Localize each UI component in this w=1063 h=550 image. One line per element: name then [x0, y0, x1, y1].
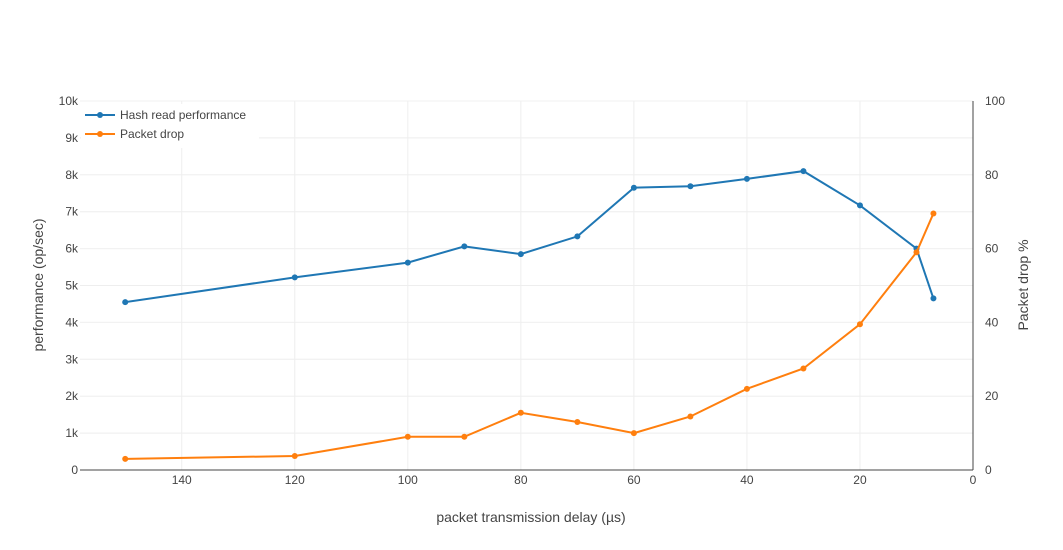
data-point [461, 433, 468, 440]
left-y-tick-label: 9k [65, 131, 79, 145]
data-point [743, 385, 750, 392]
data-point [687, 183, 694, 190]
data-point [800, 168, 807, 175]
axes [80, 101, 974, 471]
right-y-tick-label: 80 [985, 168, 999, 182]
series-packet-drop [122, 210, 937, 462]
x-tick-label: 0 [970, 473, 977, 487]
legend-background [81, 104, 259, 148]
series-hash-read-performance [122, 168, 937, 306]
right-y-tick-label: 20 [985, 389, 999, 403]
data-point [122, 455, 129, 462]
data-point [291, 452, 298, 459]
left-y-tick-label: 4k [65, 315, 79, 329]
x-tick-label: 100 [398, 473, 418, 487]
legend-item[interactable]: Packet drop [85, 127, 184, 141]
data-point [291, 274, 298, 281]
data-point [930, 210, 937, 217]
data-point [404, 433, 411, 440]
left-y-tick-label: 3k [65, 352, 79, 366]
left-y-tick-label: 8k [65, 168, 79, 182]
right-y-axis-title: Packet drop % [1015, 239, 1031, 330]
data-point [930, 295, 937, 302]
series-line [125, 213, 935, 460]
legend-marker [97, 131, 103, 137]
data-point [743, 175, 750, 182]
data-point [122, 299, 129, 306]
x-tick-label: 140 [172, 473, 192, 487]
left-y-tick-label: 0 [71, 463, 78, 477]
data-point [574, 419, 581, 426]
legend[interactable]: Hash read performance Packet drop [81, 104, 259, 148]
data-point [461, 243, 468, 250]
legend-label: Packet drop [120, 127, 184, 141]
data-point [856, 202, 863, 209]
left-y-tick-label: 7k [65, 205, 79, 219]
data-point [856, 321, 863, 328]
data-point [800, 365, 807, 372]
x-tick-label: 120 [285, 473, 305, 487]
grid-lines [80, 100, 973, 470]
left-y-tick-label: 6k [65, 242, 79, 256]
data-point [687, 413, 694, 420]
right-y-tick-label: 60 [985, 242, 999, 256]
x-tick-label: 80 [514, 473, 528, 487]
x-tick-label: 60 [627, 473, 641, 487]
left-y-tick-label: 10k [59, 94, 79, 108]
data-point [574, 233, 581, 240]
data-point [630, 184, 637, 191]
left-y-axis-title: performance (op/sec) [30, 218, 46, 351]
right-y-tick-label: 100 [985, 94, 1005, 108]
left-y-tick-label: 2k [65, 389, 79, 403]
legend-item[interactable]: Hash read performance [85, 108, 246, 122]
series-line [125, 170, 935, 304]
right-y-tick-label: 0 [985, 463, 992, 477]
data-point [630, 430, 637, 437]
left-y-tick-label: 5k [65, 279, 79, 293]
left-y-axis-ticks: 0 1k 2k 3k 4k 5k 6k 7k 8k 9k 10k [59, 94, 79, 477]
data-point [517, 409, 524, 416]
series-layer [122, 168, 937, 462]
legend-label: Hash read performance [120, 108, 246, 122]
x-axis-ticks: 140 120 100 80 60 40 20 0 [172, 473, 977, 487]
right-y-axis-ticks: 0 20 40 60 80 100 [985, 94, 1005, 477]
x-axis-title: packet transmission delay (µs) [436, 509, 625, 525]
data-point [913, 249, 920, 256]
x-tick-label: 40 [740, 473, 754, 487]
x-tick-label: 20 [853, 473, 867, 487]
data-point [404, 259, 411, 266]
legend-marker [97, 112, 103, 118]
right-y-tick-label: 40 [985, 315, 999, 329]
left-y-tick-label: 1k [65, 426, 79, 440]
data-point [517, 251, 524, 258]
